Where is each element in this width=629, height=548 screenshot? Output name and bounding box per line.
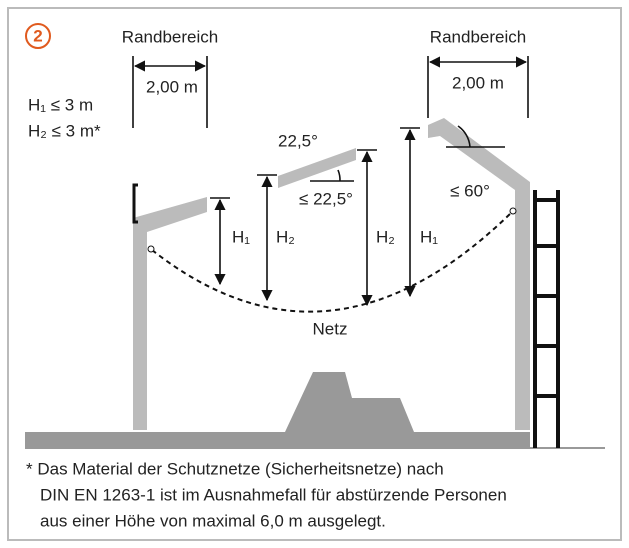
bracket <box>132 183 138 224</box>
angle-label: ≤ 22,5° <box>299 189 353 208</box>
angle-label: 22,5° <box>278 131 318 150</box>
badge: 2 <box>33 26 42 45</box>
ladder <box>533 190 560 448</box>
margin-width: 2,00 m <box>452 73 504 92</box>
plank <box>278 148 356 188</box>
footnote: * Das Material der Schutznetze (Sicherhe… <box>26 459 444 478</box>
margin-width: 2,00 m <box>146 77 198 96</box>
right-post <box>428 118 530 430</box>
mound <box>285 372 414 432</box>
margin-label: Randbereich <box>122 27 218 46</box>
height-label: H₂ <box>376 227 395 246</box>
margin-label: Randbereich <box>430 27 526 46</box>
frame <box>7 7 622 541</box>
net <box>151 211 513 313</box>
height-label: H₁ <box>420 227 438 246</box>
limit: H₂ ≤ 3 m* <box>28 121 101 140</box>
limit: H₁ ≤ 3 m <box>28 95 93 114</box>
net-end <box>147 245 155 253</box>
badge-circle <box>25 23 51 49</box>
dimension <box>132 56 529 128</box>
height-label: H₂ <box>276 227 295 246</box>
net-end <box>509 207 517 215</box>
ground <box>25 432 530 448</box>
height-arrows <box>210 127 420 307</box>
footnote: DIN EN 1263-1 ist im Ausnahmefall für ab… <box>40 485 507 504</box>
net-label: Netz <box>313 319 348 338</box>
left-post <box>133 197 207 430</box>
height-label: H₁ <box>232 227 250 246</box>
angle-label: ≤ 60° <box>450 181 490 200</box>
angle-marks <box>310 125 505 182</box>
footnote: aus einer Höhe von maximal 6,0 m ausgele… <box>40 511 386 530</box>
